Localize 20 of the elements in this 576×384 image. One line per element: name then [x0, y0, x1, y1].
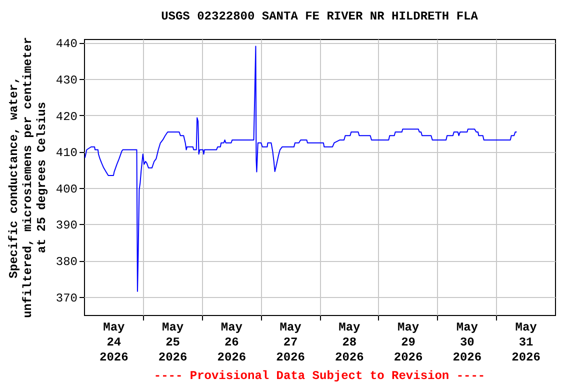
y-tick-label: 400 — [56, 182, 78, 196]
x-tick-label: May 26 2026 — [217, 320, 246, 364]
y-tick-label: 370 — [56, 291, 78, 306]
x-tick-label: May 31 2026 — [512, 320, 540, 364]
y-axis-title: Specific conductance, water, unfiltered, microsiemens per centimeter at 25 degrees Celsius — [6, 37, 49, 318]
text: ---- Provisional Data Subject to Revision ---- — [154, 369, 486, 383]
y-tick-label: 380 — [56, 255, 78, 270]
x-tick-label: May 30 2026 — [452, 320, 482, 364]
y-tick-label: 410 — [56, 146, 78, 160]
y-tick-label: 420 — [56, 110, 78, 124]
x-tick-label: May 29 2026 — [394, 320, 423, 364]
y-tick-label: 440 — [56, 37, 78, 52]
x-tick-label: May 24 2026 — [100, 320, 128, 364]
x-tick-label: May 28 2026 — [335, 320, 364, 364]
x-tick-label: May 25 2026 — [158, 320, 188, 364]
x-tick-label: May 27 2026 — [276, 320, 305, 364]
line-series — [84, 46, 518, 292]
chart-title: USGS 02322800 SANTA FE RIVER NR HILDRETH FLA — [161, 10, 479, 24]
y-tick-label: 390 — [56, 218, 78, 233]
y-tick-label: 430 — [56, 73, 78, 88]
